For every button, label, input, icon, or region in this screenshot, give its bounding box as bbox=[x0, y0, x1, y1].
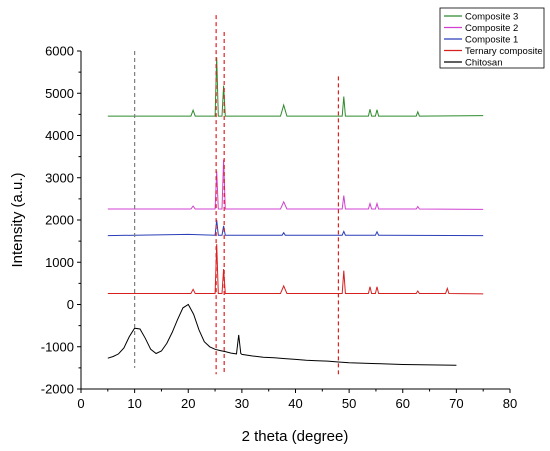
x-axis-title: 2 theta (degree) bbox=[242, 428, 349, 445]
x-tick-label: 50 bbox=[342, 396, 356, 411]
legend-label-3: Ternary composite bbox=[465, 46, 543, 57]
reference-lines bbox=[134, 15, 339, 375]
x-tick-label: 60 bbox=[396, 396, 410, 411]
x-tick-label: 0 bbox=[77, 396, 84, 411]
x-tick-label: 80 bbox=[503, 396, 517, 411]
x-tick-label: 30 bbox=[235, 396, 249, 411]
legend-label-0: Composite 3 bbox=[465, 12, 518, 23]
y-tick-label: -1000 bbox=[41, 339, 74, 354]
x-tick-label: 20 bbox=[181, 396, 195, 411]
legend-label-1: Composite 2 bbox=[465, 23, 518, 34]
y-tick-label: 6000 bbox=[45, 44, 74, 59]
x-tick-label: 40 bbox=[288, 396, 302, 411]
legend-label-4: Chitosan bbox=[465, 58, 503, 69]
series-line-3 bbox=[107, 244, 484, 295]
legend-label-2: Composite 1 bbox=[465, 35, 518, 46]
y-tick-label: -2000 bbox=[41, 382, 74, 397]
y-axis-title: Intensity (a.u.) bbox=[9, 172, 26, 267]
x-tick-label: 10 bbox=[127, 396, 141, 411]
y-tick-label: 0 bbox=[67, 297, 74, 312]
y-tick-label: 1000 bbox=[45, 255, 74, 270]
series-line-4 bbox=[107, 303, 457, 366]
y-tick-label: 3000 bbox=[45, 170, 74, 185]
series-line-1 bbox=[107, 159, 484, 210]
y-tick-label: 5000 bbox=[45, 86, 74, 101]
y-tick-label: 4000 bbox=[45, 128, 74, 143]
y-ticks: -2000 -1000 0 1000 2000 3000 4000 5000 6000 bbox=[41, 44, 81, 397]
y-tick-label: 2000 bbox=[45, 213, 74, 228]
series-layer bbox=[107, 57, 484, 366]
legend-box bbox=[439, 7, 545, 69]
x-tick-label: 70 bbox=[449, 396, 463, 411]
series-line-2 bbox=[107, 219, 484, 237]
x-ticks: 0 10 20 30 40 50 60 70 80 bbox=[77, 389, 517, 411]
series-line-0 bbox=[107, 57, 484, 117]
